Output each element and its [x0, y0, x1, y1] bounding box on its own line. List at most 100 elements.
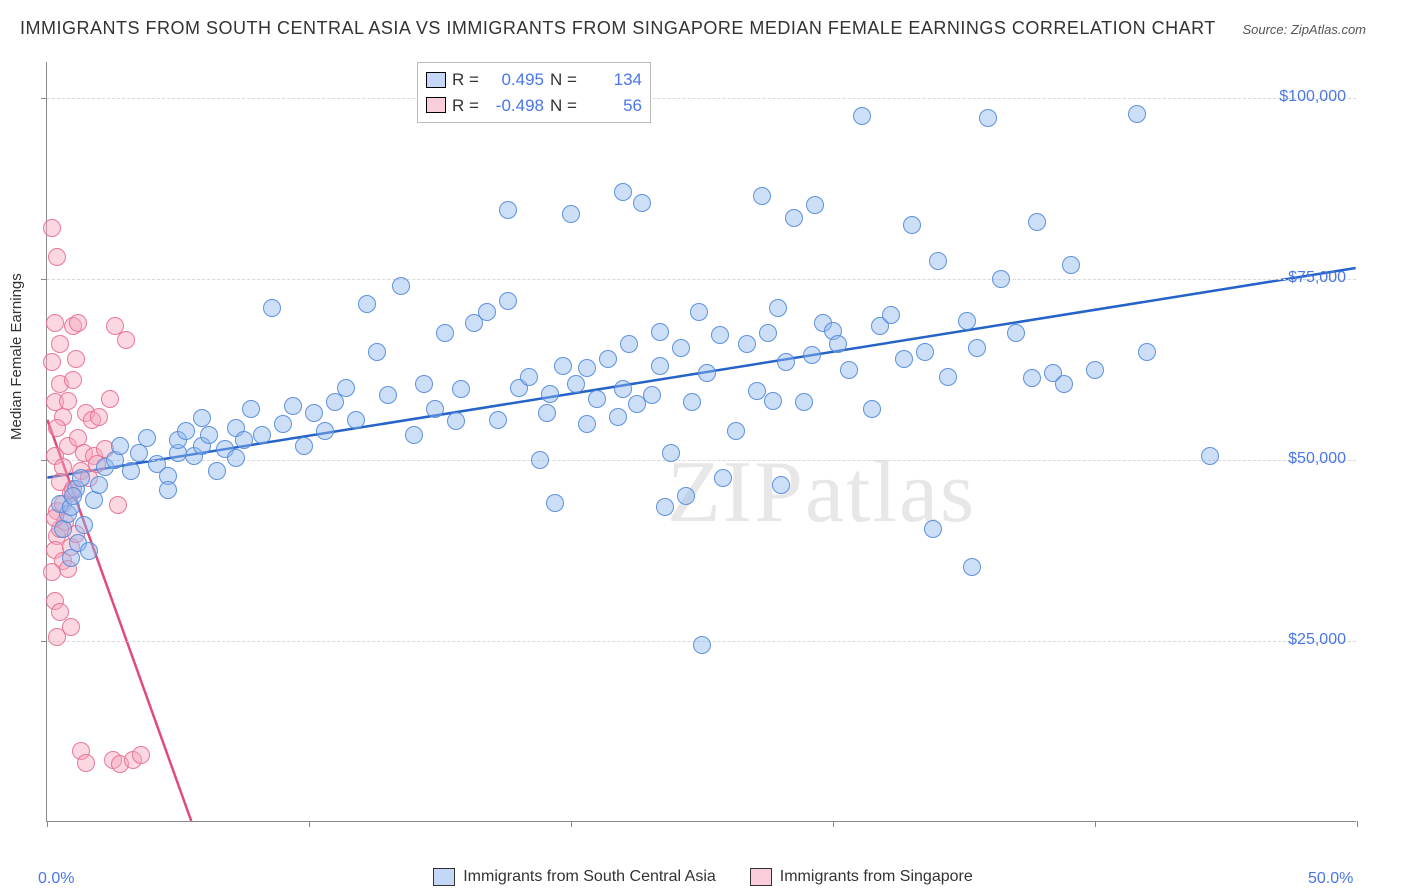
data-point-blue — [939, 368, 957, 386]
data-point-blue — [538, 404, 556, 422]
y-axis-label: Median Female Earnings — [8, 273, 25, 440]
r-value: -0.498 — [486, 93, 544, 119]
data-point-blue — [1201, 447, 1219, 465]
legend-swatch-pink — [426, 97, 446, 113]
data-point-blue — [562, 205, 580, 223]
x-tick — [47, 821, 48, 827]
data-point-blue — [72, 469, 90, 487]
data-point-blue — [177, 422, 195, 440]
data-point-blue — [882, 306, 900, 324]
data-point-blue — [651, 323, 669, 341]
data-point-blue — [662, 444, 680, 462]
data-point-pink — [43, 219, 61, 237]
plot-area: ZIPatlas R = 0.495 N = 134 R = -0.498 N … — [46, 62, 1356, 822]
data-point-pink — [48, 248, 66, 266]
data-point-pink — [46, 314, 64, 332]
data-point-blue — [1028, 213, 1046, 231]
data-point-blue — [863, 400, 881, 418]
n-label: N = — [550, 93, 578, 119]
data-point-pink — [132, 746, 150, 764]
data-point-blue — [567, 375, 585, 393]
y-tick-label: $100,000 — [1279, 88, 1346, 106]
data-point-blue — [711, 326, 729, 344]
r-label: R = — [452, 67, 480, 93]
x-tick — [1357, 821, 1358, 827]
data-point-blue — [727, 422, 745, 440]
data-point-blue — [138, 429, 156, 447]
data-point-blue — [295, 437, 313, 455]
data-point-blue — [979, 109, 997, 127]
data-point-blue — [1138, 343, 1156, 361]
data-point-pink — [48, 419, 66, 437]
data-point-blue — [829, 335, 847, 353]
data-point-blue — [1086, 361, 1104, 379]
r-label: R = — [452, 93, 480, 119]
data-point-pink — [64, 371, 82, 389]
data-point-blue — [578, 359, 596, 377]
y-tick-label: $75,000 — [1288, 269, 1346, 287]
data-point-blue — [772, 476, 790, 494]
data-point-blue — [242, 400, 260, 418]
y-tick-label: $50,000 — [1288, 450, 1346, 468]
data-point-blue — [64, 487, 82, 505]
legend-label: Immigrants from Singapore — [780, 868, 973, 886]
data-point-blue — [1023, 369, 1041, 387]
data-point-blue — [122, 462, 140, 480]
data-point-blue — [554, 357, 572, 375]
data-point-blue — [316, 422, 334, 440]
data-point-blue — [916, 343, 934, 361]
data-point-blue — [677, 487, 695, 505]
data-point-blue — [208, 462, 226, 480]
gridline — [47, 279, 1356, 280]
data-point-blue — [1062, 256, 1080, 274]
data-point-blue — [609, 408, 627, 426]
data-point-pink — [51, 335, 69, 353]
n-value: 134 — [584, 67, 642, 93]
data-point-blue — [368, 343, 386, 361]
data-point-blue — [924, 520, 942, 538]
data-point-blue — [75, 516, 93, 534]
data-point-blue — [803, 346, 821, 364]
data-point-pink — [43, 353, 61, 371]
data-point-blue — [693, 636, 711, 654]
data-point-blue — [426, 400, 444, 418]
legend-stats-row: R = -0.498 N = 56 — [426, 93, 642, 119]
data-point-blue — [447, 412, 465, 430]
legend-bottom: Immigrants from South Central Asia Immigr… — [0, 868, 1406, 886]
data-point-blue — [541, 385, 559, 403]
data-point-pink — [109, 496, 127, 514]
data-point-blue — [90, 476, 108, 494]
n-value: 56 — [584, 93, 642, 119]
data-point-blue — [193, 409, 211, 427]
y-tick — [41, 641, 47, 642]
data-point-blue — [405, 426, 423, 444]
data-point-blue — [698, 364, 716, 382]
data-point-blue — [656, 498, 674, 516]
data-point-blue — [643, 386, 661, 404]
data-point-blue — [578, 415, 596, 433]
y-tick — [41, 279, 47, 280]
data-point-blue — [227, 449, 245, 467]
legend-stats-row: R = 0.495 N = 134 — [426, 67, 642, 93]
chart-title: IMMIGRANTS FROM SOUTH CENTRAL ASIA VS IM… — [20, 18, 1216, 39]
legend-label: Immigrants from South Central Asia — [463, 868, 716, 886]
data-point-blue — [785, 209, 803, 227]
legend-swatch-blue — [433, 868, 455, 886]
data-point-pink — [101, 390, 119, 408]
data-point-blue — [753, 187, 771, 205]
data-point-blue — [958, 312, 976, 330]
chart-container: IMMIGRANTS FROM SOUTH CENTRAL ASIA VS IM… — [0, 0, 1406, 892]
legend-swatch-blue — [426, 72, 446, 88]
x-tick — [571, 821, 572, 827]
x-tick-label: 50.0% — [1308, 870, 1353, 888]
data-point-blue — [672, 339, 690, 357]
data-point-blue — [263, 299, 281, 317]
x-tick — [1095, 821, 1096, 827]
data-point-blue — [200, 426, 218, 444]
data-point-blue — [520, 368, 538, 386]
data-point-blue — [452, 380, 470, 398]
data-point-blue — [738, 335, 756, 353]
data-point-blue — [531, 451, 549, 469]
data-point-blue — [392, 277, 410, 295]
data-point-blue — [599, 350, 617, 368]
